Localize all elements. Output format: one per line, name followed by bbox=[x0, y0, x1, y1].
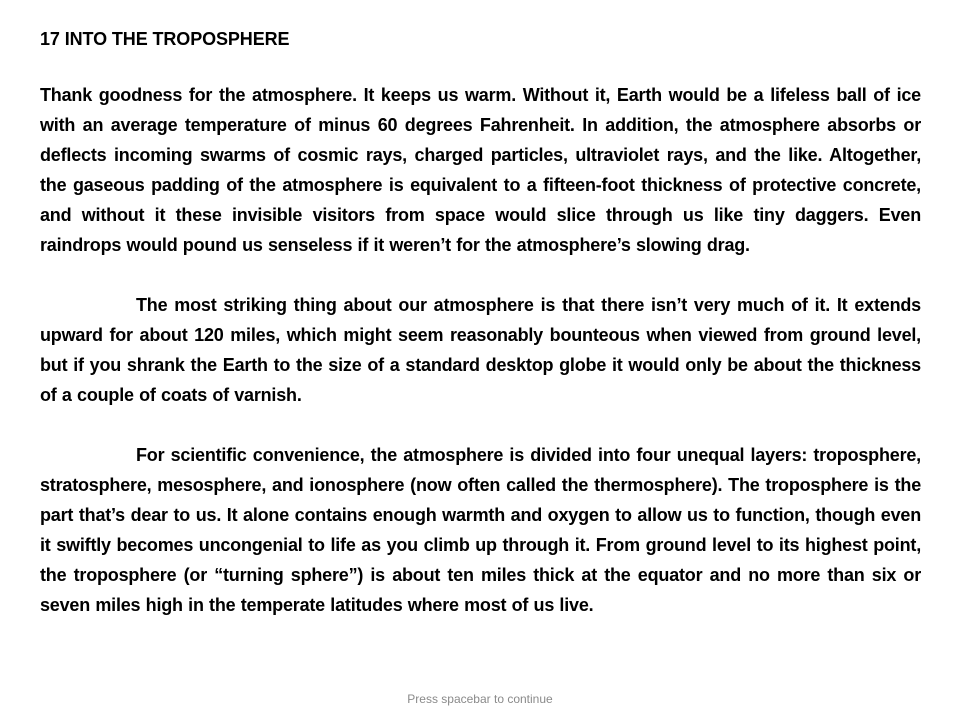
paragraph-3: For scientific convenience, the atmosphe… bbox=[40, 445, 921, 615]
paragraph-1: Thank goodness for the atmosphere. It ke… bbox=[40, 85, 921, 255]
paragraph-2: The most striking thing about our atmosp… bbox=[40, 295, 921, 405]
continue-prompt: Press spacebar to continue bbox=[407, 692, 553, 706]
reading-page: 17 INTO THE TROPOSPHERE Thank goodness f… bbox=[40, 24, 921, 650]
chapter-heading: 17 INTO THE TROPOSPHERE bbox=[40, 29, 290, 49]
